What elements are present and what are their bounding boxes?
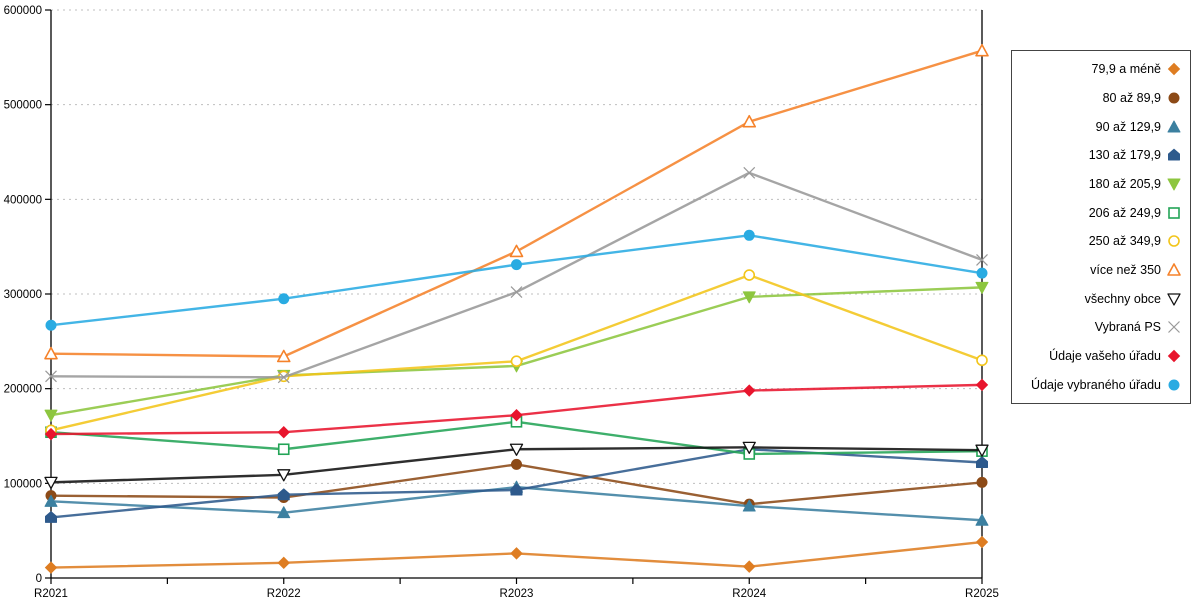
series-vybran-ps bbox=[45, 166, 988, 384]
legend-item-daje-vybran-ho-adu: Údaje vybraného úřadu bbox=[1012, 370, 1190, 399]
y-tick-label: 500000 bbox=[4, 100, 42, 112]
legend-item-v-ce-ne-350: více než 350 bbox=[1012, 256, 1190, 285]
diamond-marker-icon bbox=[1167, 349, 1181, 363]
x-axis: R2021 R2022 R2023 R2024 R2025 bbox=[34, 578, 999, 600]
triangle-up-marker-icon bbox=[1167, 263, 1181, 276]
legend-label: všechny obce bbox=[1084, 291, 1161, 306]
legend-label: Údaje vašeho úřadu bbox=[1049, 349, 1161, 364]
legend-label: 90 až 129,9 bbox=[1095, 119, 1161, 134]
y-tick-label: 300000 bbox=[4, 289, 42, 301]
x-cross-marker-icon bbox=[1168, 321, 1180, 334]
series-79-9-a-m-n bbox=[44, 535, 989, 574]
legend-item-206-a-249-9: 206 až 249,9 bbox=[1012, 198, 1190, 227]
legend-item-90-a-129-9: 90 až 129,9 bbox=[1012, 112, 1190, 141]
series-daje-va-eho-adu bbox=[44, 378, 989, 441]
y-tick-label: 100000 bbox=[4, 478, 42, 490]
x-tick-label: R2023 bbox=[500, 588, 534, 600]
x-tick-label: R2022 bbox=[267, 588, 301, 600]
series-v-echny-obce bbox=[44, 441, 989, 490]
legend-label: 206 až 249,9 bbox=[1088, 205, 1161, 220]
y-tick-label: 200000 bbox=[4, 384, 42, 396]
legend-item-daje-va-eho-adu: Údaje vašeho úřadu bbox=[1012, 342, 1190, 371]
circle-marker-icon bbox=[1168, 379, 1180, 391]
square-marker-icon bbox=[1168, 206, 1180, 219]
pentagon-marker-icon bbox=[1168, 149, 1180, 161]
series-v-ce-ne-350 bbox=[44, 43, 989, 363]
legend-label: 80 až 89,9 bbox=[1102, 91, 1161, 105]
triangle-down-marker-icon bbox=[1167, 178, 1181, 191]
circle-marker-icon bbox=[1168, 235, 1180, 248]
x-tick-label: R2024 bbox=[732, 588, 766, 600]
legend-item-v-echny-obce: všechny obce bbox=[1012, 284, 1190, 313]
x-tick-label: R2025 bbox=[965, 588, 999, 600]
triangle-down-marker-icon bbox=[1167, 293, 1181, 306]
legend-item-250-a-349-9: 250 až 349,9 bbox=[1012, 227, 1190, 256]
x-tick-label: R2021 bbox=[34, 588, 68, 600]
circle-marker-icon bbox=[1168, 92, 1180, 104]
triangle-up-marker-icon bbox=[1167, 120, 1181, 133]
legend-item-vybran-ps: Vybraná PS bbox=[1012, 313, 1190, 342]
legend-label: Údaje vybraného úřadu bbox=[1031, 377, 1161, 392]
legend-item-79-9-a-m-n: 79,9 a méně bbox=[1012, 55, 1190, 84]
legend-label: 180 až 205,9 bbox=[1088, 177, 1161, 192]
diamond-marker-icon bbox=[1167, 63, 1181, 76]
series-180-a-205-9 bbox=[44, 281, 989, 422]
legend-label: 250 až 349,9 bbox=[1088, 234, 1161, 249]
legend-item-130-a-179-9: 130 až 179,9 bbox=[1012, 141, 1190, 170]
y-axis: 0 100000 200000 300000 400000 500000 600000 bbox=[4, 5, 51, 585]
legend-item-180-a-205-9: 180 až 205,9 bbox=[1012, 170, 1190, 199]
y-tick-label: 400000 bbox=[4, 194, 42, 206]
series-daje-vybran-ho-adu bbox=[45, 229, 988, 331]
y-tick-label: 600000 bbox=[4, 5, 42, 17]
legend-label: Vybraná PS bbox=[1094, 320, 1161, 335]
y-tick-label: 0 bbox=[36, 573, 42, 585]
legend-label: 79,9 a méně bbox=[1091, 62, 1162, 77]
legend-label: více než 350 bbox=[1090, 263, 1161, 278]
legend-item-80-a-89-9: 80 až 89,9 bbox=[1012, 84, 1190, 113]
legend-label: 130 až 179,9 bbox=[1088, 148, 1161, 163]
legend: 79,9 a méně 80 až 89,9 90 až 129,9 130 až 1… bbox=[1011, 50, 1191, 404]
